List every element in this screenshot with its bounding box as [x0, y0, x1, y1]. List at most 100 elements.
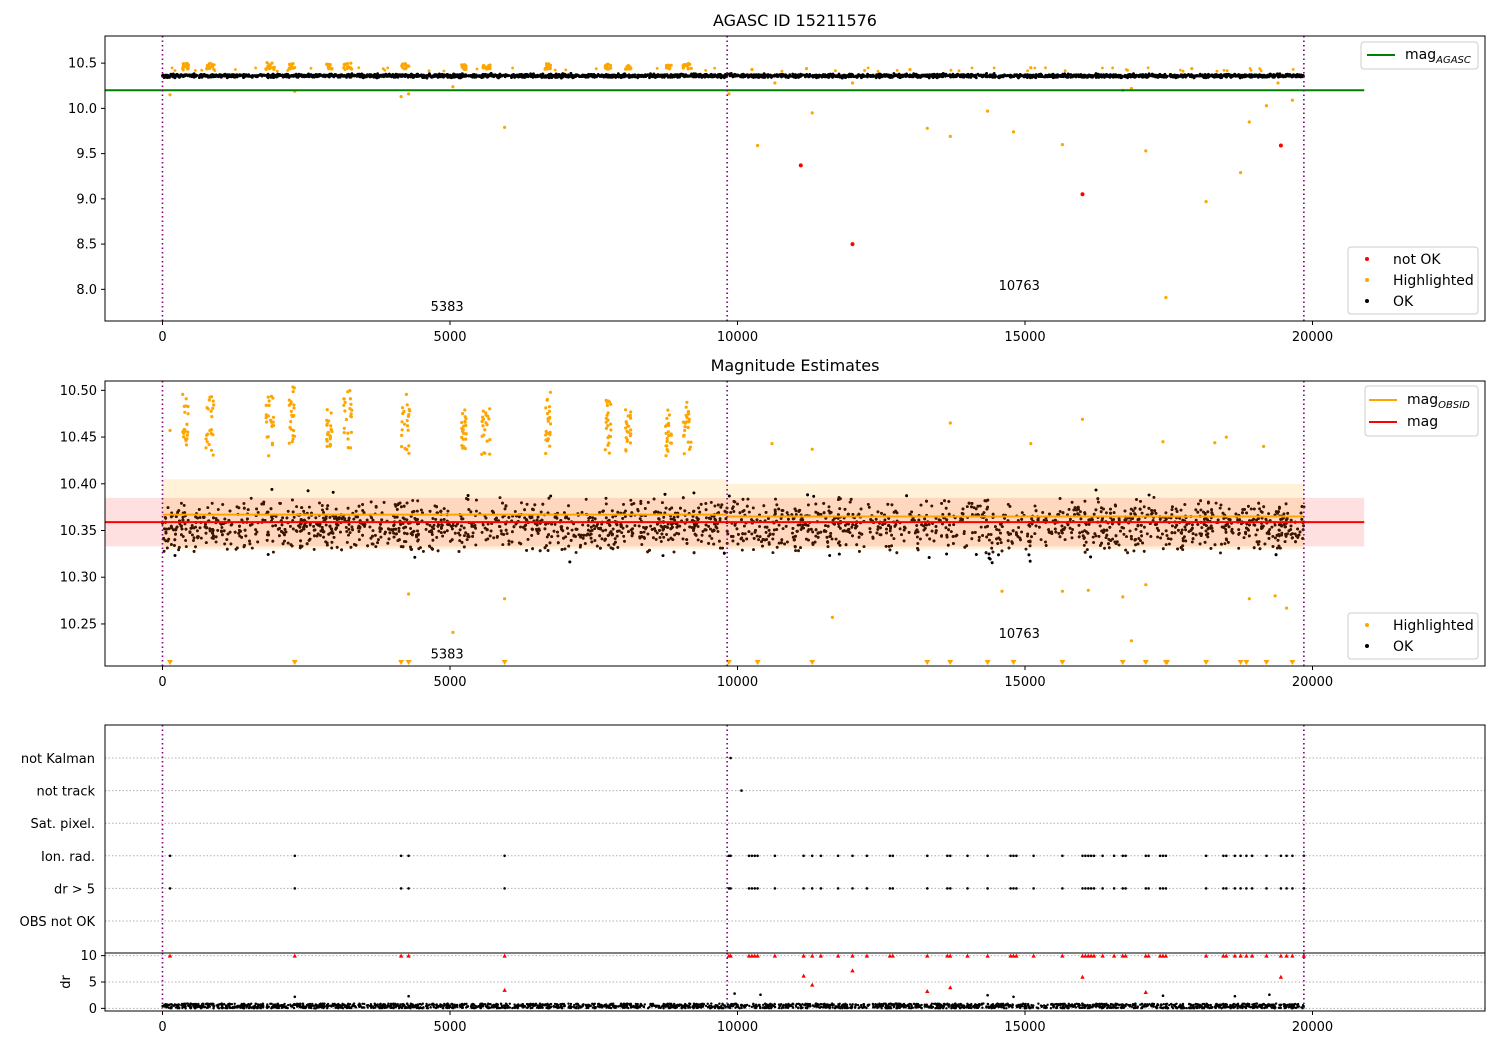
panel1-highlighted-point: [268, 63, 272, 67]
panel1-ok-point: [1214, 74, 1217, 78]
panel1-ok-point: [1020, 74, 1024, 78]
panel1-ok-point: [424, 75, 428, 78]
panel1-ok-point: [927, 75, 930, 78]
panel1-ok-point: [280, 74, 284, 78]
panel1-ok-point: [946, 74, 949, 78]
panel1-highlighted-point: [181, 62, 185, 66]
panel1-ok-point: [581, 75, 585, 78]
panel1-ok-point: [492, 74, 496, 77]
panel1-ok-point: [663, 73, 667, 77]
panel1-ok-point: [529, 73, 533, 77]
panel1-ok-point: [950, 74, 954, 77]
panel1-highlighted-point: [488, 63, 492, 67]
panel1-ok-point: [1056, 73, 1059, 76]
panel1-ok-point: [683, 74, 687, 78]
panel1-highlighted-point: [293, 66, 297, 70]
panel1-ok-point: [1143, 73, 1147, 77]
panel1-ytick-label: 8.0: [76, 283, 97, 298]
panel1-highlighted-point: [212, 63, 216, 67]
panel1-ok-point: [544, 74, 548, 78]
panel1-highlighted-point: [442, 69, 446, 73]
panel1-highlighted-point: [511, 66, 514, 70]
panel1-ok-point: [787, 76, 790, 79]
panel1-highlighted-point: [181, 65, 185, 70]
panel1-ok-point: [605, 73, 609, 77]
panel1-highlighted-point: [401, 62, 405, 66]
panel1-highlighted-point: [1029, 66, 1033, 70]
panel1-ok-point: [274, 75, 278, 78]
panel1-legend-point-label: Highlighted: [1393, 273, 1474, 289]
panel1-ok-point: [567, 73, 570, 77]
panel1-highlighted-point: [986, 109, 990, 113]
panel1-ok-point: [1039, 75, 1043, 78]
panel1-ok-point: [1174, 75, 1177, 79]
panel1-ok-point: [295, 75, 299, 78]
panel1-highlighted-point: [267, 67, 271, 71]
panel1-ok-point: [981, 75, 984, 79]
panel1-highlighted-point: [213, 69, 217, 72]
panel1-ok-point: [656, 74, 659, 78]
panel1-ok-point: [797, 76, 800, 79]
panel1-highlighted-point: [564, 68, 568, 72]
panel1-highlighted-point: [1164, 295, 1168, 300]
panel1-ok-point: [997, 74, 1001, 78]
panel1-highlighted-point: [546, 63, 550, 67]
panel1-ok-point: [1032, 74, 1035, 78]
panel1-ok-point: [212, 73, 216, 77]
panel1-ok-point: [704, 73, 708, 77]
panel1-ok-point: [308, 74, 312, 78]
panel1-ok-point: [974, 73, 977, 77]
panel1-ok-point: [592, 73, 596, 76]
panel1-ok-point: [1077, 75, 1081, 79]
panel1-highlighted-point: [1276, 81, 1280, 85]
panel1-ok-point: [866, 72, 869, 76]
panel1-ok-point: [398, 73, 402, 76]
panel1-ok-point: [1227, 73, 1231, 77]
panel1-ok-point: [1127, 73, 1130, 77]
panel1-highlighted-point: [350, 67, 354, 71]
panel1-ok-point: [1190, 74, 1193, 78]
panel1-ok-point: [1027, 75, 1030, 78]
panel1-highlighted-point: [386, 66, 390, 70]
panel1-ok-point: [837, 74, 840, 78]
panel1-ok-point: [712, 73, 716, 77]
panel1-ok-point: [766, 75, 770, 78]
panel1-ok-point: [892, 72, 896, 75]
panel1-ok-point: [283, 74, 286, 78]
panel1-highlighted-point: [876, 69, 880, 73]
panel1-highlighted-point: [1144, 149, 1148, 153]
panel1-ok-point: [633, 75, 637, 79]
panel1-ok-point: [622, 72, 626, 76]
panel1-highlighted-point: [168, 93, 172, 97]
panel1-highlighted-point: [850, 81, 855, 85]
panel1-ok-point: [1061, 73, 1065, 77]
panel1-ok-point: [1118, 75, 1122, 79]
panel1-ok-point: [954, 74, 958, 78]
panel1-highlighted-point: [970, 66, 974, 70]
panel1-ok-point: [1158, 75, 1162, 78]
panel1-ok-point: [889, 73, 893, 77]
panel1-ok-point: [348, 75, 352, 79]
panel1-highlighted-point: [1026, 69, 1029, 73]
panel1-ok-point: [1244, 74, 1248, 77]
panel1-highlighted-point: [275, 69, 279, 73]
panel1-ok-point: [813, 74, 816, 78]
panel1-highlighted-point: [488, 66, 492, 71]
panel1-ok-point: [434, 74, 438, 78]
panel1-highlighted-point: [254, 66, 257, 70]
panel1-ok-point: [247, 73, 251, 76]
panel1-ok-point: [808, 74, 812, 78]
panel1-highlighted-point: [325, 62, 329, 66]
panel1-ok-point: [561, 75, 565, 79]
panel1-ok-point: [188, 73, 192, 77]
panel1-ok-point: [342, 74, 346, 78]
panel1-ok-point: [312, 75, 316, 79]
panel2-title: Magnitude Estimates: [711, 356, 880, 375]
panel1-ok-point: [276, 74, 280, 78]
panel1-ok-point: [596, 73, 600, 76]
panel1-highlighted-point: [328, 66, 332, 71]
panel1-ok-point: [859, 74, 863, 78]
panel1-highlighted-point: [309, 66, 313, 70]
